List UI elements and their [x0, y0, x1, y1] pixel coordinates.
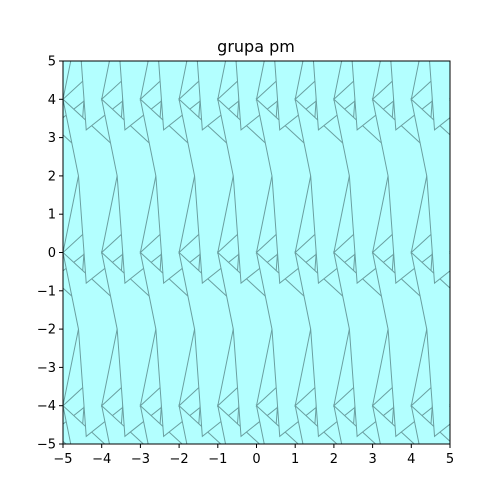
tile-polygon	[0, 222, 48, 406]
y-tick-label: 2	[48, 169, 56, 184]
y-tick-label: 1	[48, 208, 56, 223]
tile-polygon	[449, 403, 450, 408]
tile-polygon	[489, 222, 500, 406]
y-tick-label: 0	[48, 246, 56, 261]
tile-polygon-mirrored	[217, 404, 261, 444]
x-tick-label: 3	[368, 452, 376, 467]
tile-polygon-mirrored	[0, 99, 48, 283]
y-tick-label: 5	[48, 55, 56, 70]
x-tick-label: −4	[92, 452, 111, 467]
y-tick-label: −3	[37, 361, 56, 376]
tile-polygon-mirrored	[410, 404, 450, 444]
tile-polygon-mirrored	[100, 404, 145, 444]
tile-polygon-mirrored	[63, 405, 106, 444]
x-tick-label: −1	[208, 452, 227, 467]
y-tick-label: −5	[37, 438, 56, 453]
tile-polygon-mirrored	[139, 404, 183, 444]
tile-polygon	[0, 69, 48, 253]
tile-polygon	[449, 96, 450, 101]
y-tick-label: −2	[37, 323, 56, 338]
x-tick-label: −2	[170, 452, 189, 467]
tile-polygon-mirrored	[178, 404, 222, 444]
x-tick-label: 4	[407, 452, 415, 467]
tile-polygon-mirrored	[429, 61, 450, 131]
x-tick-label: −3	[131, 452, 150, 467]
x-tick-label: 0	[252, 452, 260, 467]
tile-polygon-mirrored	[450, 0, 500, 130]
tile-polygon-mirrored	[449, 404, 450, 409]
tile-polygon-mirrored	[410, 97, 450, 285]
tile-polygon-mirrored	[449, 97, 450, 102]
tile-polygon-mirrored	[0, 0, 48, 130]
tile-polygon	[0, 0, 48, 99]
tile-polygon	[450, 375, 500, 500]
x-tick-label: 2	[330, 452, 338, 467]
tile-polygon-mirrored	[489, 253, 500, 437]
tile-polygon-mirrored	[333, 404, 377, 444]
tile-polygon	[489, 375, 500, 500]
y-tick-label: −4	[37, 399, 56, 414]
y-tick-label: −1	[37, 284, 56, 299]
tile-polygon-mirrored	[371, 404, 416, 444]
tile-polygon-mirrored	[294, 404, 338, 444]
tile-polygon-mirrored	[63, 440, 67, 444]
y-axis: −5 −4 −3 −2 −1 0 1 2 3 4 5	[37, 55, 63, 453]
tile-polygon	[489, 0, 500, 99]
tile-polygon-mirrored	[489, 406, 500, 500]
tile-polygon-mirrored	[449, 251, 450, 256]
tile-polygon-mirrored	[489, 0, 500, 130]
x-tick-label: −5	[53, 452, 72, 467]
x-tick-label: 5	[446, 452, 454, 467]
chart-title: grupa pm	[217, 37, 295, 56]
tile-polygon-mirrored	[410, 251, 450, 438]
tile-polygon-mirrored	[255, 404, 299, 444]
x-axis: −5 −4 −3 −2 −1 0 1 2 3 4 5	[53, 444, 454, 467]
y-tick-label: 3	[48, 131, 56, 146]
tile-polygon-mirrored	[0, 406, 48, 500]
x-tick-label: 1	[291, 452, 299, 467]
tile-polygon	[449, 249, 450, 254]
y-tick-label: 4	[48, 93, 56, 108]
tile-polygon-mirrored	[489, 99, 500, 283]
tile-polygon	[489, 69, 500, 253]
